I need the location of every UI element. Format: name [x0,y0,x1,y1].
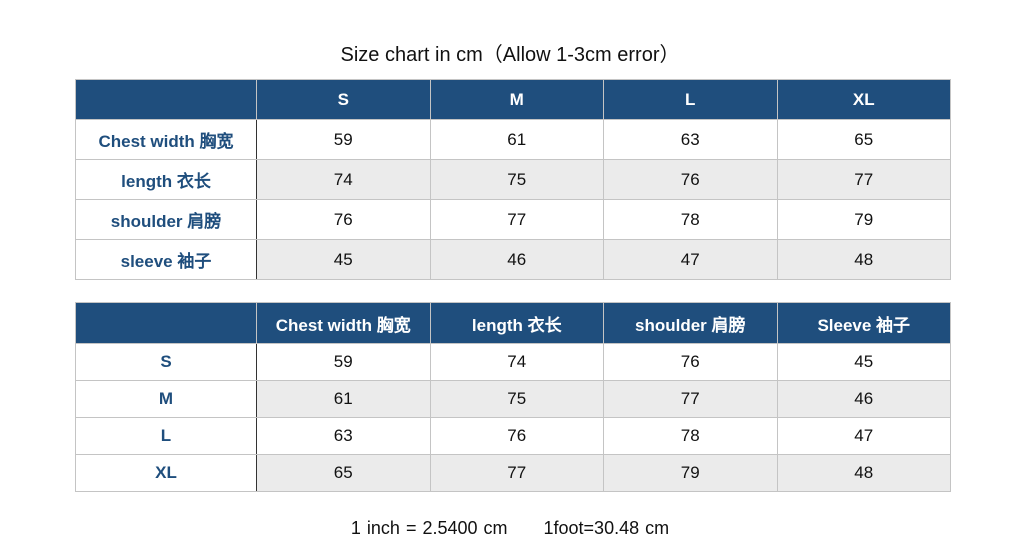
row-label: length 衣长 [75,159,257,200]
header-cell [75,79,257,120]
header-cell: M [429,79,604,120]
value-cell: 74 [429,343,604,381]
conversion-note: 1 inch = 2.5400 cm 1foot=30.48 cm [350,518,670,538]
row-label: M [75,380,257,418]
table-header-row: Chest width 胸宽 length 衣长 shoulder 肩膀 Sle… [75,302,951,344]
value-cell: 75 [429,159,604,200]
value-cell: 63 [256,417,431,455]
value-cell: 78 [603,199,778,240]
value-cell: 76 [429,417,604,455]
size-table-by-size: S M L XL Chest width 胸宽 59 61 63 65 length 衣长… [75,79,951,280]
value-cell: 59 [256,343,431,381]
value-cell: 61 [429,119,604,160]
value-cell: 59 [256,119,431,160]
value-cell: 75 [429,380,604,418]
value-cell: 79 [776,199,951,240]
table-row: S 59 74 76 45 [75,343,951,381]
value-cell: 48 [776,454,951,492]
value-cell: 65 [256,454,431,492]
table-row: length 衣长 74 75 76 77 [75,159,951,200]
value-cell: 47 [776,417,951,455]
header-cell: XL [776,79,951,120]
value-cell: 48 [776,239,951,280]
table-row: XL 65 77 79 48 [75,454,951,492]
value-cell: 45 [776,343,951,381]
value-cell: 77 [429,454,604,492]
table-row: shoulder 肩膀 76 77 78 79 [75,199,951,240]
row-label: S [75,343,257,381]
value-cell: 76 [603,159,778,200]
value-cell: 76 [256,199,431,240]
header-cell: Chest width 胸宽 [256,302,431,344]
row-label: sleeve 袖子 [75,239,257,280]
value-cell: 74 [256,159,431,200]
value-cell: 79 [603,454,778,492]
value-cell: 65 [776,119,951,160]
value-cell: 46 [429,239,604,280]
value-cell: 77 [429,199,604,240]
header-cell: Sleeve 袖子 [776,302,951,344]
table-header-row: S M L XL [75,79,951,120]
value-cell: 46 [776,380,951,418]
value-cell: 77 [776,159,951,200]
row-label: L [75,417,257,455]
row-label: shoulder 肩膀 [75,199,257,240]
value-cell: 47 [603,239,778,280]
value-cell: 45 [256,239,431,280]
value-cell: 76 [603,343,778,381]
value-cell: 77 [603,380,778,418]
header-cell [75,302,257,344]
table-row: sleeve 袖子 45 46 47 48 [75,239,951,280]
size-table-by-measurement: Chest width 胸宽 length 衣长 shoulder 肩膀 Sle… [75,302,951,492]
table-row: L 63 76 78 47 [75,417,951,455]
header-cell: L [603,79,778,120]
table-row: Chest width 胸宽 59 61 63 65 [75,119,951,160]
value-cell: 61 [256,380,431,418]
value-cell: 63 [603,119,778,160]
row-label: XL [75,454,257,492]
page-title: Size chart in cm（Allow 1-3cm error） [340,44,680,66]
header-cell: length 衣长 [429,302,604,344]
row-label: Chest width 胸宽 [75,119,257,160]
table-row: M 61 75 77 46 [75,380,951,418]
value-cell: 78 [603,417,778,455]
header-cell: shoulder 肩膀 [603,302,778,344]
header-cell: S [256,79,431,120]
